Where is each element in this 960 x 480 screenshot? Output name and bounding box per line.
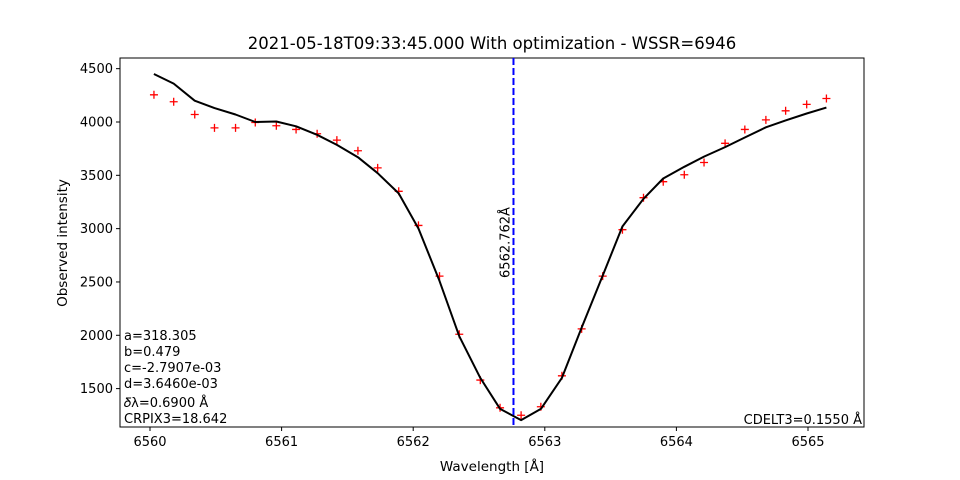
observed-point <box>332 136 341 145</box>
observed-point <box>149 90 158 99</box>
fit-parameter-annotation: c=-2.7907e-03 <box>124 361 221 376</box>
plot-area: 6560 6561 6562 6563 6564 6565 1500 2000 2500 3000… <box>80 57 865 450</box>
x-tick-label: 6560 <box>133 435 166 450</box>
cdelt-annotation: CDELT3=0.1550 Å <box>744 412 862 428</box>
fit-parameter-annotation: d=3.6460e-03 <box>124 377 218 392</box>
observed-point <box>802 100 811 109</box>
observed-point <box>272 121 281 130</box>
observed-point <box>781 106 790 115</box>
x-tick-label: 6561 <box>265 435 298 450</box>
observed-point <box>822 94 831 103</box>
y-axis-label: Observed intensity <box>55 179 71 307</box>
line-center-label: 6562.762Å <box>497 207 513 278</box>
observed-point <box>517 411 526 420</box>
model-fit-line <box>153 73 827 422</box>
observed-point <box>210 123 219 132</box>
x-tick-label: 6562 <box>397 435 430 450</box>
y-tick-label: 4000 <box>80 115 113 130</box>
y-tick-label: 3000 <box>80 222 113 237</box>
y-tick-label: 2500 <box>80 275 113 290</box>
x-axis-label: Wavelength [Å] <box>440 458 544 475</box>
fit-parameter-annotation: b=0.479 <box>124 345 180 360</box>
x-tick-label: 6563 <box>528 435 561 450</box>
fit-parameter-annotation: a=318.305 <box>124 329 197 344</box>
observed-point <box>700 158 709 167</box>
y-tick-label: 2000 <box>80 329 113 344</box>
observed-point <box>190 110 199 119</box>
observed-point <box>721 139 730 148</box>
observed-point <box>761 115 770 124</box>
fit-parameter-annotation: 𝛿λ=0.6900 Å <box>124 395 208 411</box>
observed-point <box>740 125 749 134</box>
y-tick-label: 4500 <box>80 62 113 77</box>
observed-point <box>231 123 240 132</box>
x-tick-label: 6564 <box>660 435 693 450</box>
y-tick-label: 1500 <box>80 382 113 397</box>
fit-parameter-annotation: CRPIX3=18.642 <box>124 412 227 427</box>
chart-title: 2021-05-18T09:33:45.000 With optimizatio… <box>248 34 736 53</box>
x-tick-label: 6565 <box>791 435 824 450</box>
observed-point <box>680 170 689 179</box>
axes-frame <box>119 57 865 428</box>
observed-point <box>373 163 382 172</box>
y-tick-label: 3500 <box>80 169 113 184</box>
observed-point <box>353 146 362 155</box>
observed-point <box>169 97 178 106</box>
